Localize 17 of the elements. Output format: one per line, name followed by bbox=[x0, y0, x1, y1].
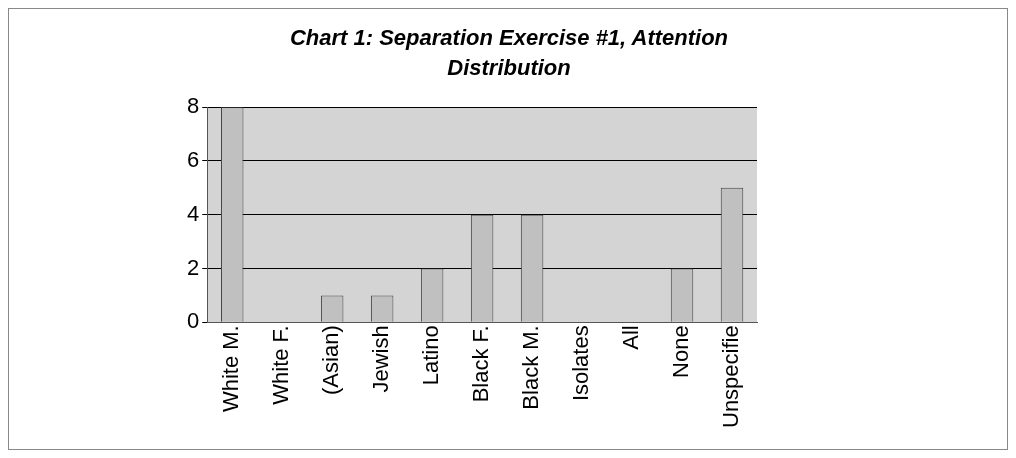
x-tick-label: All bbox=[618, 325, 644, 350]
x-tick-label: Latino bbox=[418, 325, 444, 386]
x-tick-label: (Asian) bbox=[318, 325, 344, 395]
x-tick-label: Black M. bbox=[518, 325, 544, 410]
chart-title: Chart 1: Separation Exercise #1, Attention Distribution bbox=[288, 24, 730, 82]
x-tick-label: White M. bbox=[218, 325, 244, 413]
x-tick-label: Unspecifie bbox=[718, 325, 744, 428]
y-tick-label: 2 bbox=[186, 254, 200, 280]
x-tick-label: White F. bbox=[268, 325, 294, 405]
y-tick-label: 6 bbox=[186, 147, 200, 173]
y-tick-label: 0 bbox=[186, 308, 200, 334]
y-tick-label: 4 bbox=[186, 200, 200, 226]
y-tick-label: 8 bbox=[186, 93, 200, 119]
x-tick-label: Black F. bbox=[468, 325, 494, 403]
x-tick-label: Isolates bbox=[568, 325, 594, 402]
x-tick-label: None bbox=[668, 325, 694, 378]
x-tick-label: Jewish bbox=[368, 325, 394, 393]
